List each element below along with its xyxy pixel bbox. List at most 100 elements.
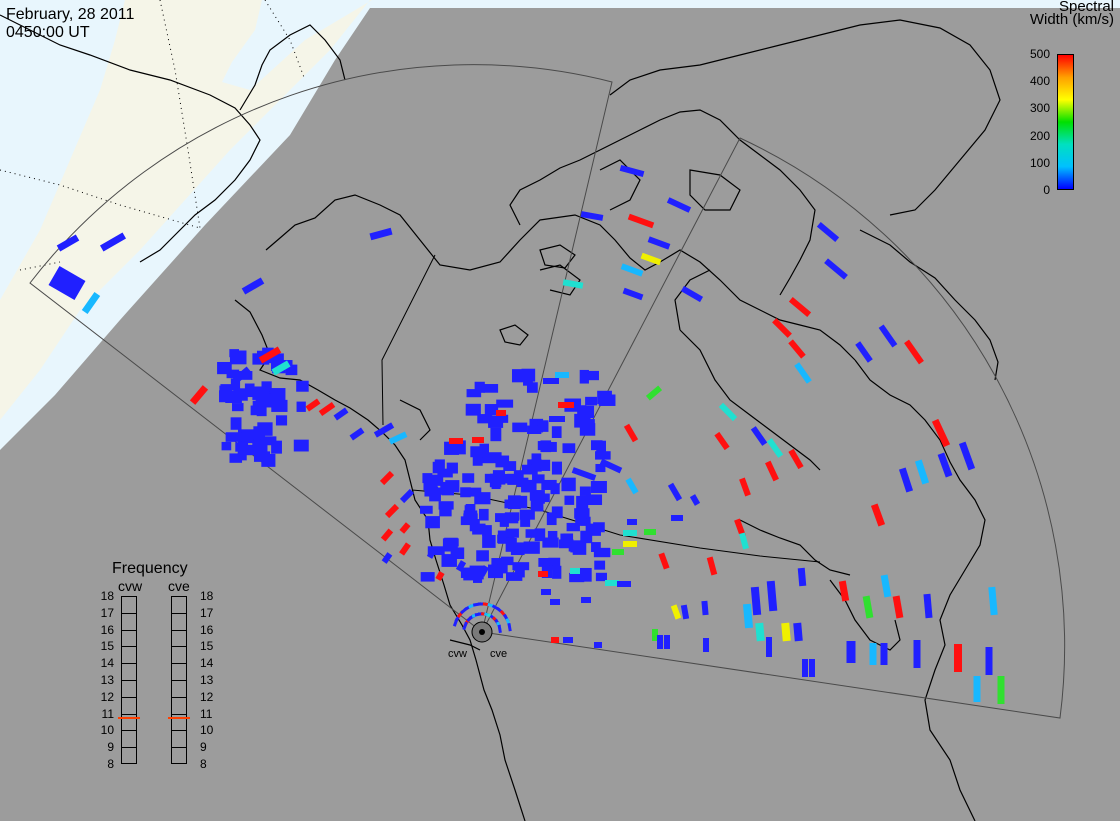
echo-cell — [271, 399, 288, 412]
echo-cell — [583, 405, 595, 419]
echo-cell — [381, 552, 393, 564]
echo-cell — [923, 593, 933, 619]
echo-cell — [399, 522, 411, 534]
frequency-tick-label: 13 — [100, 673, 114, 687]
echo-cell — [579, 486, 591, 496]
echo-cell — [765, 460, 779, 482]
frequency-indicator — [168, 716, 190, 719]
echo-cell — [548, 557, 561, 570]
echo-cell — [525, 529, 539, 538]
echo-cell — [855, 341, 873, 363]
echo-cell — [534, 528, 546, 542]
echo-cell — [505, 528, 519, 538]
echo-cell — [623, 541, 637, 547]
echo-cell — [802, 659, 808, 677]
echo-cell — [931, 418, 951, 448]
echo-cell — [550, 599, 560, 605]
echo-cell — [543, 378, 559, 384]
echo-cell — [420, 572, 435, 582]
echo-cell — [538, 557, 550, 567]
echo-cell — [240, 444, 255, 456]
echo-cell — [652, 629, 658, 641]
echo-cell — [846, 641, 856, 663]
echo-cell — [229, 453, 243, 463]
frequency-tick-label: 18 — [200, 589, 214, 603]
frequency-grid-line — [122, 747, 136, 749]
echo-cell — [750, 426, 768, 446]
echo-cell — [477, 414, 493, 424]
echo-cell — [973, 676, 981, 702]
frequency-tick-label: 12 — [200, 689, 214, 704]
echo-cell — [574, 508, 590, 519]
echo-cell — [233, 388, 248, 401]
echo-cell — [48, 265, 86, 301]
echo-cell — [318, 401, 336, 417]
echo-cell — [640, 252, 662, 266]
echo-cell — [599, 458, 623, 474]
echo-cell — [241, 277, 265, 295]
echo-cell — [591, 542, 601, 552]
frequency-tick-label: 12 — [100, 689, 114, 704]
echo-cell — [593, 547, 611, 558]
echo-cell — [482, 525, 492, 536]
echo-cell — [478, 602, 486, 606]
echo-cell — [504, 512, 520, 521]
echo-cell — [714, 431, 730, 451]
frequency-grid-line — [172, 612, 186, 614]
echo-cell — [772, 318, 792, 338]
echo-cell — [512, 562, 530, 571]
echo-cell — [577, 405, 587, 417]
echo-cell — [425, 516, 440, 529]
echo-cell — [594, 642, 602, 648]
echo-cell — [562, 279, 584, 289]
echo-cell — [275, 415, 288, 426]
echo-cell — [644, 529, 656, 535]
echo-cell — [432, 461, 443, 474]
echo-cell — [445, 480, 460, 493]
echo-cell — [561, 477, 576, 492]
frequency-label-cvw: cvw — [118, 578, 143, 594]
echo-cell — [466, 389, 482, 398]
echo-cell — [558, 539, 574, 549]
echo-cell — [542, 537, 559, 548]
echo-cell — [420, 505, 433, 514]
echo-cell — [258, 346, 282, 364]
echo-cell — [793, 622, 803, 642]
echo-cell — [623, 530, 637, 536]
echo-cell — [253, 440, 268, 452]
echo-cell — [469, 487, 482, 497]
echo-cell — [531, 453, 542, 464]
frequency-label-cve: cve — [168, 578, 190, 594]
echo-cell — [880, 574, 892, 598]
frequency-tick-label: 13 — [200, 673, 214, 687]
echo-cell — [422, 473, 433, 484]
night-region — [0, 8, 1120, 821]
echo-cell — [645, 385, 663, 401]
echo-cell — [497, 564, 508, 574]
echo-cell — [570, 540, 585, 553]
echo-cell — [880, 643, 888, 665]
colorbar-tick-label: 200 — [1029, 128, 1050, 143]
echo-cell — [479, 508, 489, 521]
cve-field-of-view — [481, 137, 1066, 719]
echo-cell — [838, 580, 850, 602]
frequency-tick-label: 9 — [200, 740, 207, 755]
echo-cell — [189, 385, 209, 405]
echo-cell — [81, 291, 101, 315]
echo-cell — [954, 644, 962, 672]
echo-cell — [296, 401, 306, 412]
frequency-tick-label: 16 — [200, 622, 214, 637]
echo-cell — [532, 474, 545, 484]
echo-cell — [399, 542, 411, 556]
echo-cell — [462, 473, 475, 483]
echo-cell — [226, 369, 240, 379]
echo-cell — [460, 487, 471, 498]
frequency-grid-line — [122, 646, 136, 648]
echo-cell — [586, 494, 603, 506]
echo-cell — [598, 394, 616, 406]
colorbar-tick-label: 400 — [1029, 74, 1050, 89]
echo-cell — [627, 519, 637, 525]
echo-cell — [870, 503, 886, 527]
echo-cell — [570, 568, 580, 574]
